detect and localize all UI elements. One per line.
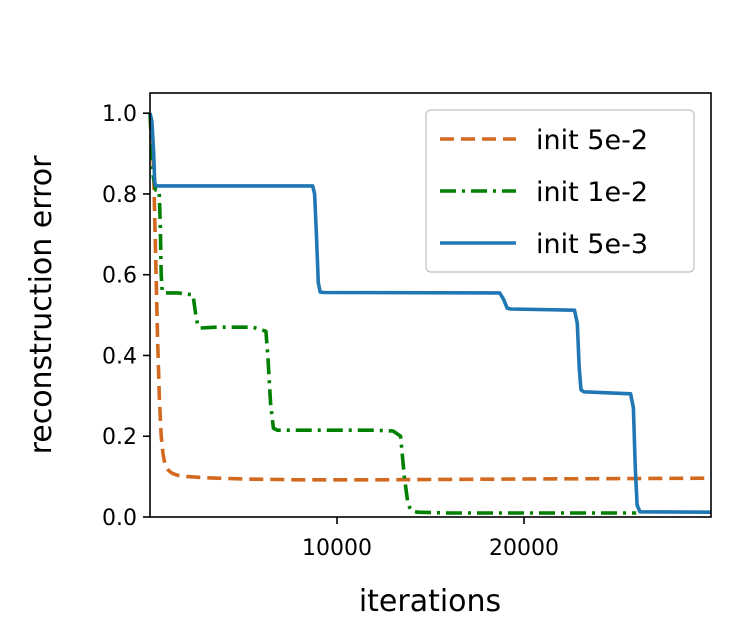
y-tick-label: 1.0 [102, 102, 137, 127]
y-tick-label: 0.4 [102, 344, 137, 369]
x-tick-label: 10000 [302, 536, 372, 561]
legend-label-1: init 5e-2 [536, 125, 648, 156]
y-tick-label: 0.2 [102, 425, 137, 450]
x-tick-label: 20000 [489, 536, 559, 561]
series-line-2 [148, 113, 637, 515]
series-line-3 [148, 112, 712, 514]
x-axis: 10000 20000 [302, 517, 559, 561]
y-tick-label: 0.8 [102, 183, 137, 208]
y-tick-label: 0.0 [102, 506, 137, 531]
y-tick-label: 0.6 [102, 264, 137, 289]
y-axis: 0.0 0.2 0.4 0.6 0.8 1.0 [102, 102, 150, 531]
series-line-1 [148, 112, 712, 482]
legend-label-2: init 1e-2 [536, 177, 648, 208]
plot-frame [149, 92, 712, 518]
x-axis-label: iterations [359, 584, 501, 619]
legend-entries: init 5e-2 init 1e-2 init 5e-3 [440, 125, 648, 260]
legend-label-3: init 5e-3 [536, 229, 648, 260]
series-layer [148, 112, 712, 515]
legend-box [425, 109, 695, 273]
legend: init 5e-2 init 1e-2 init 5e-3 [425, 109, 695, 273]
y-axis-label: reconstruction error [24, 155, 59, 455]
